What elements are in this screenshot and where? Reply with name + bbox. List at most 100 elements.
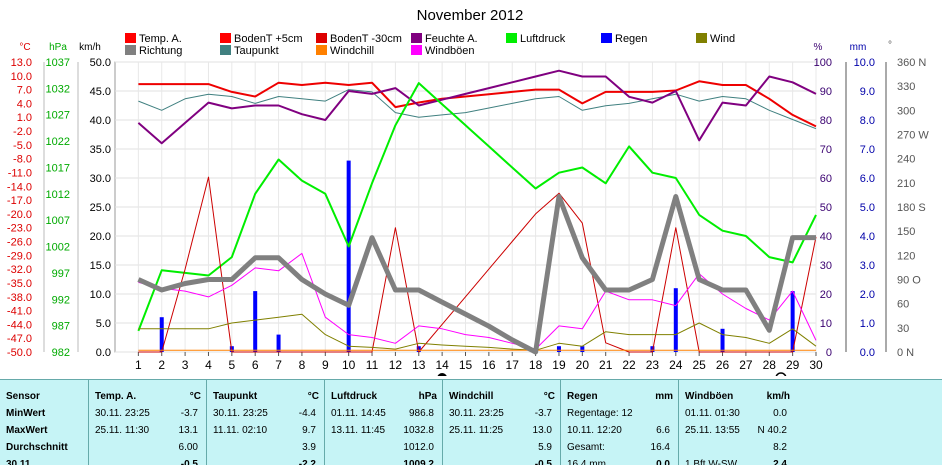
y-tick-rain: 1.0 <box>860 318 875 330</box>
y-tick-wind: 25.0 <box>90 202 111 214</box>
y-tick-temp: 4.0 <box>17 98 32 110</box>
stats-row-label: MaxWert <box>6 425 48 436</box>
y-tick-wind: 35.0 <box>90 144 111 156</box>
x-tick-label: 28 <box>763 358 777 372</box>
y-tick-dir: 210 <box>897 178 915 190</box>
y-tick-dir: 150 <box>897 226 915 238</box>
y-tick-temp: -35.0 <box>7 278 32 290</box>
y-tick-hum: 90 <box>820 86 832 98</box>
stats-row-label: Gesamt: <box>567 442 605 453</box>
y-tick-dir: 270 W <box>897 130 929 142</box>
rain-bar <box>556 346 561 352</box>
stats-row-label: 30.11. 23:25 <box>95 408 150 419</box>
axis-unit-wind: km/h <box>79 42 101 53</box>
stats-column-windb-en: Windböen km/h 01.11. 01:30 0.0 25.11. 13:55 N… <box>678 380 795 465</box>
x-tick-label: 5 <box>228 358 235 372</box>
y-tick-rain: 7.0 <box>860 144 875 156</box>
y-tick-hum: 60 <box>820 173 832 185</box>
stats-row-label: 25.11. 13:55 <box>685 425 740 436</box>
y-tick-rain: 10.0 <box>854 57 875 69</box>
x-tick-label: 22 <box>622 358 636 372</box>
legend-swatch-bodent-30cm <box>316 33 327 43</box>
y-tick-wind: 5.0 <box>96 318 111 330</box>
y-tick-wind: 30.0 <box>90 173 111 185</box>
y-tick-dir: 180 S <box>897 202 926 214</box>
stats-row-value: 8.2 <box>773 442 787 453</box>
rain-bar <box>276 334 281 352</box>
stats-unit: mm <box>655 391 673 402</box>
y-tick-hum: 80 <box>820 115 832 127</box>
x-tick-label: 9 <box>322 358 329 372</box>
stats-unit: °C <box>307 391 319 402</box>
stats-row-value: 9.7 <box>302 425 316 436</box>
series-line-richtung <box>137 194 816 355</box>
x-tick-label: 21 <box>599 358 613 372</box>
legend-swatch-bodent-5cm <box>220 33 231 43</box>
stats-column-luftdruck: Luftdruck hPa 01.11. 14:45 986.8 13.11. 11:4… <box>324 380 442 465</box>
y-tick-dir: 240 <box>897 154 915 166</box>
y-tick-temp: -29.0 <box>7 250 32 262</box>
stats-row-value: -3.7 <box>180 408 198 419</box>
y-tick-rain: 2.0 <box>860 289 875 301</box>
y-tick-temp: -47.0 <box>7 333 32 345</box>
y-tick-hum: 10 <box>820 318 832 330</box>
legend-swatch-windchill <box>316 45 327 55</box>
y-tick-temp: -14.0 <box>7 181 32 193</box>
x-tick-label: 11 <box>366 358 379 372</box>
y-tick-hum: 70 <box>820 144 832 156</box>
stats-row-label: 11.11. 02:10 <box>213 425 268 436</box>
x-tick-label: 26 <box>716 358 730 372</box>
y-tick-rain: 0.0 <box>860 347 875 359</box>
series-line-feuchte-a <box>137 69 817 145</box>
y-tick-temp: 10.0 <box>11 71 32 83</box>
rain-bar <box>790 291 795 352</box>
y-tick-temp: -2.0 <box>13 126 32 138</box>
chart-title: November 2012 <box>417 7 524 24</box>
statistics-table: Sensor MinWert MaxWert Durchschnitt 30.11. Te… <box>0 379 942 465</box>
stats-header: Windchill <box>449 391 494 402</box>
y-tick-temp: -17.0 <box>7 195 32 207</box>
stats-row-value: -0.5 <box>534 459 552 465</box>
stats-row-value: 1032.8 <box>403 425 434 436</box>
axis-unit-hum: % <box>814 42 823 53</box>
x-tick-label: 3 <box>182 358 189 372</box>
x-tick-label: 7 <box>275 358 282 372</box>
x-tick-label: 14 <box>435 358 449 372</box>
legend-swatch-windb-en <box>411 45 422 55</box>
legend-label-richtung: Richtung <box>139 45 182 57</box>
stats-header: Regen <box>567 391 598 402</box>
stats-row-label: 30.11. 23:25 <box>213 408 268 419</box>
stats-row-label: 01.11. 01:30 <box>685 408 740 419</box>
stats-column-taupunkt: Taupunkt °C 30.11. 23:25 -4.4 11.11. 02:10 9.… <box>206 380 324 465</box>
y-tick-press: 992 <box>52 294 70 306</box>
y-tick-press: 1012 <box>46 189 70 201</box>
legend-label-bodent-5cm: BodenT +5cm <box>234 33 303 45</box>
stats-row-value: 13.0 <box>532 425 552 436</box>
axis-unit-temp: °C <box>19 42 30 53</box>
y-tick-rain: 3.0 <box>860 260 875 272</box>
y-tick-hum: 20 <box>820 289 832 301</box>
stats-header: Temp. A. <box>95 391 137 402</box>
y-tick-rain: 5.0 <box>860 202 875 214</box>
y-tick-wind: 45.0 <box>90 86 111 98</box>
x-tick-label: 1 <box>135 358 142 372</box>
legend-label-windb-en: Windböen <box>425 45 475 57</box>
stats-row-value: 3.9 <box>302 442 316 453</box>
y-tick-temp: -26.0 <box>7 237 32 249</box>
stats-header: Taupunkt <box>213 391 258 402</box>
weather-chart: November 2012 Temp. A. BodenT +5cm BodenT -… <box>7 7 929 376</box>
stats-row-value: 5.9 <box>538 442 552 453</box>
x-tick-label: 10 <box>342 358 356 372</box>
rain-bar <box>673 288 678 352</box>
stats-row-value: 6.00 <box>178 442 198 453</box>
x-tick-label: 15 <box>459 358 473 372</box>
y-tick-wind: 20.0 <box>90 231 111 243</box>
stats-row-label: 30.11. <box>6 459 34 465</box>
legend-swatch-wind <box>696 33 707 43</box>
stats-row-value: -2.2 <box>298 459 316 465</box>
legend-swatch-temp-a <box>125 33 136 43</box>
x-tick-label: 20 <box>576 358 590 372</box>
stats-header: Windböen <box>685 391 734 402</box>
stats-unit: hPa <box>418 391 437 402</box>
y-tick-hum: 30 <box>820 260 832 272</box>
